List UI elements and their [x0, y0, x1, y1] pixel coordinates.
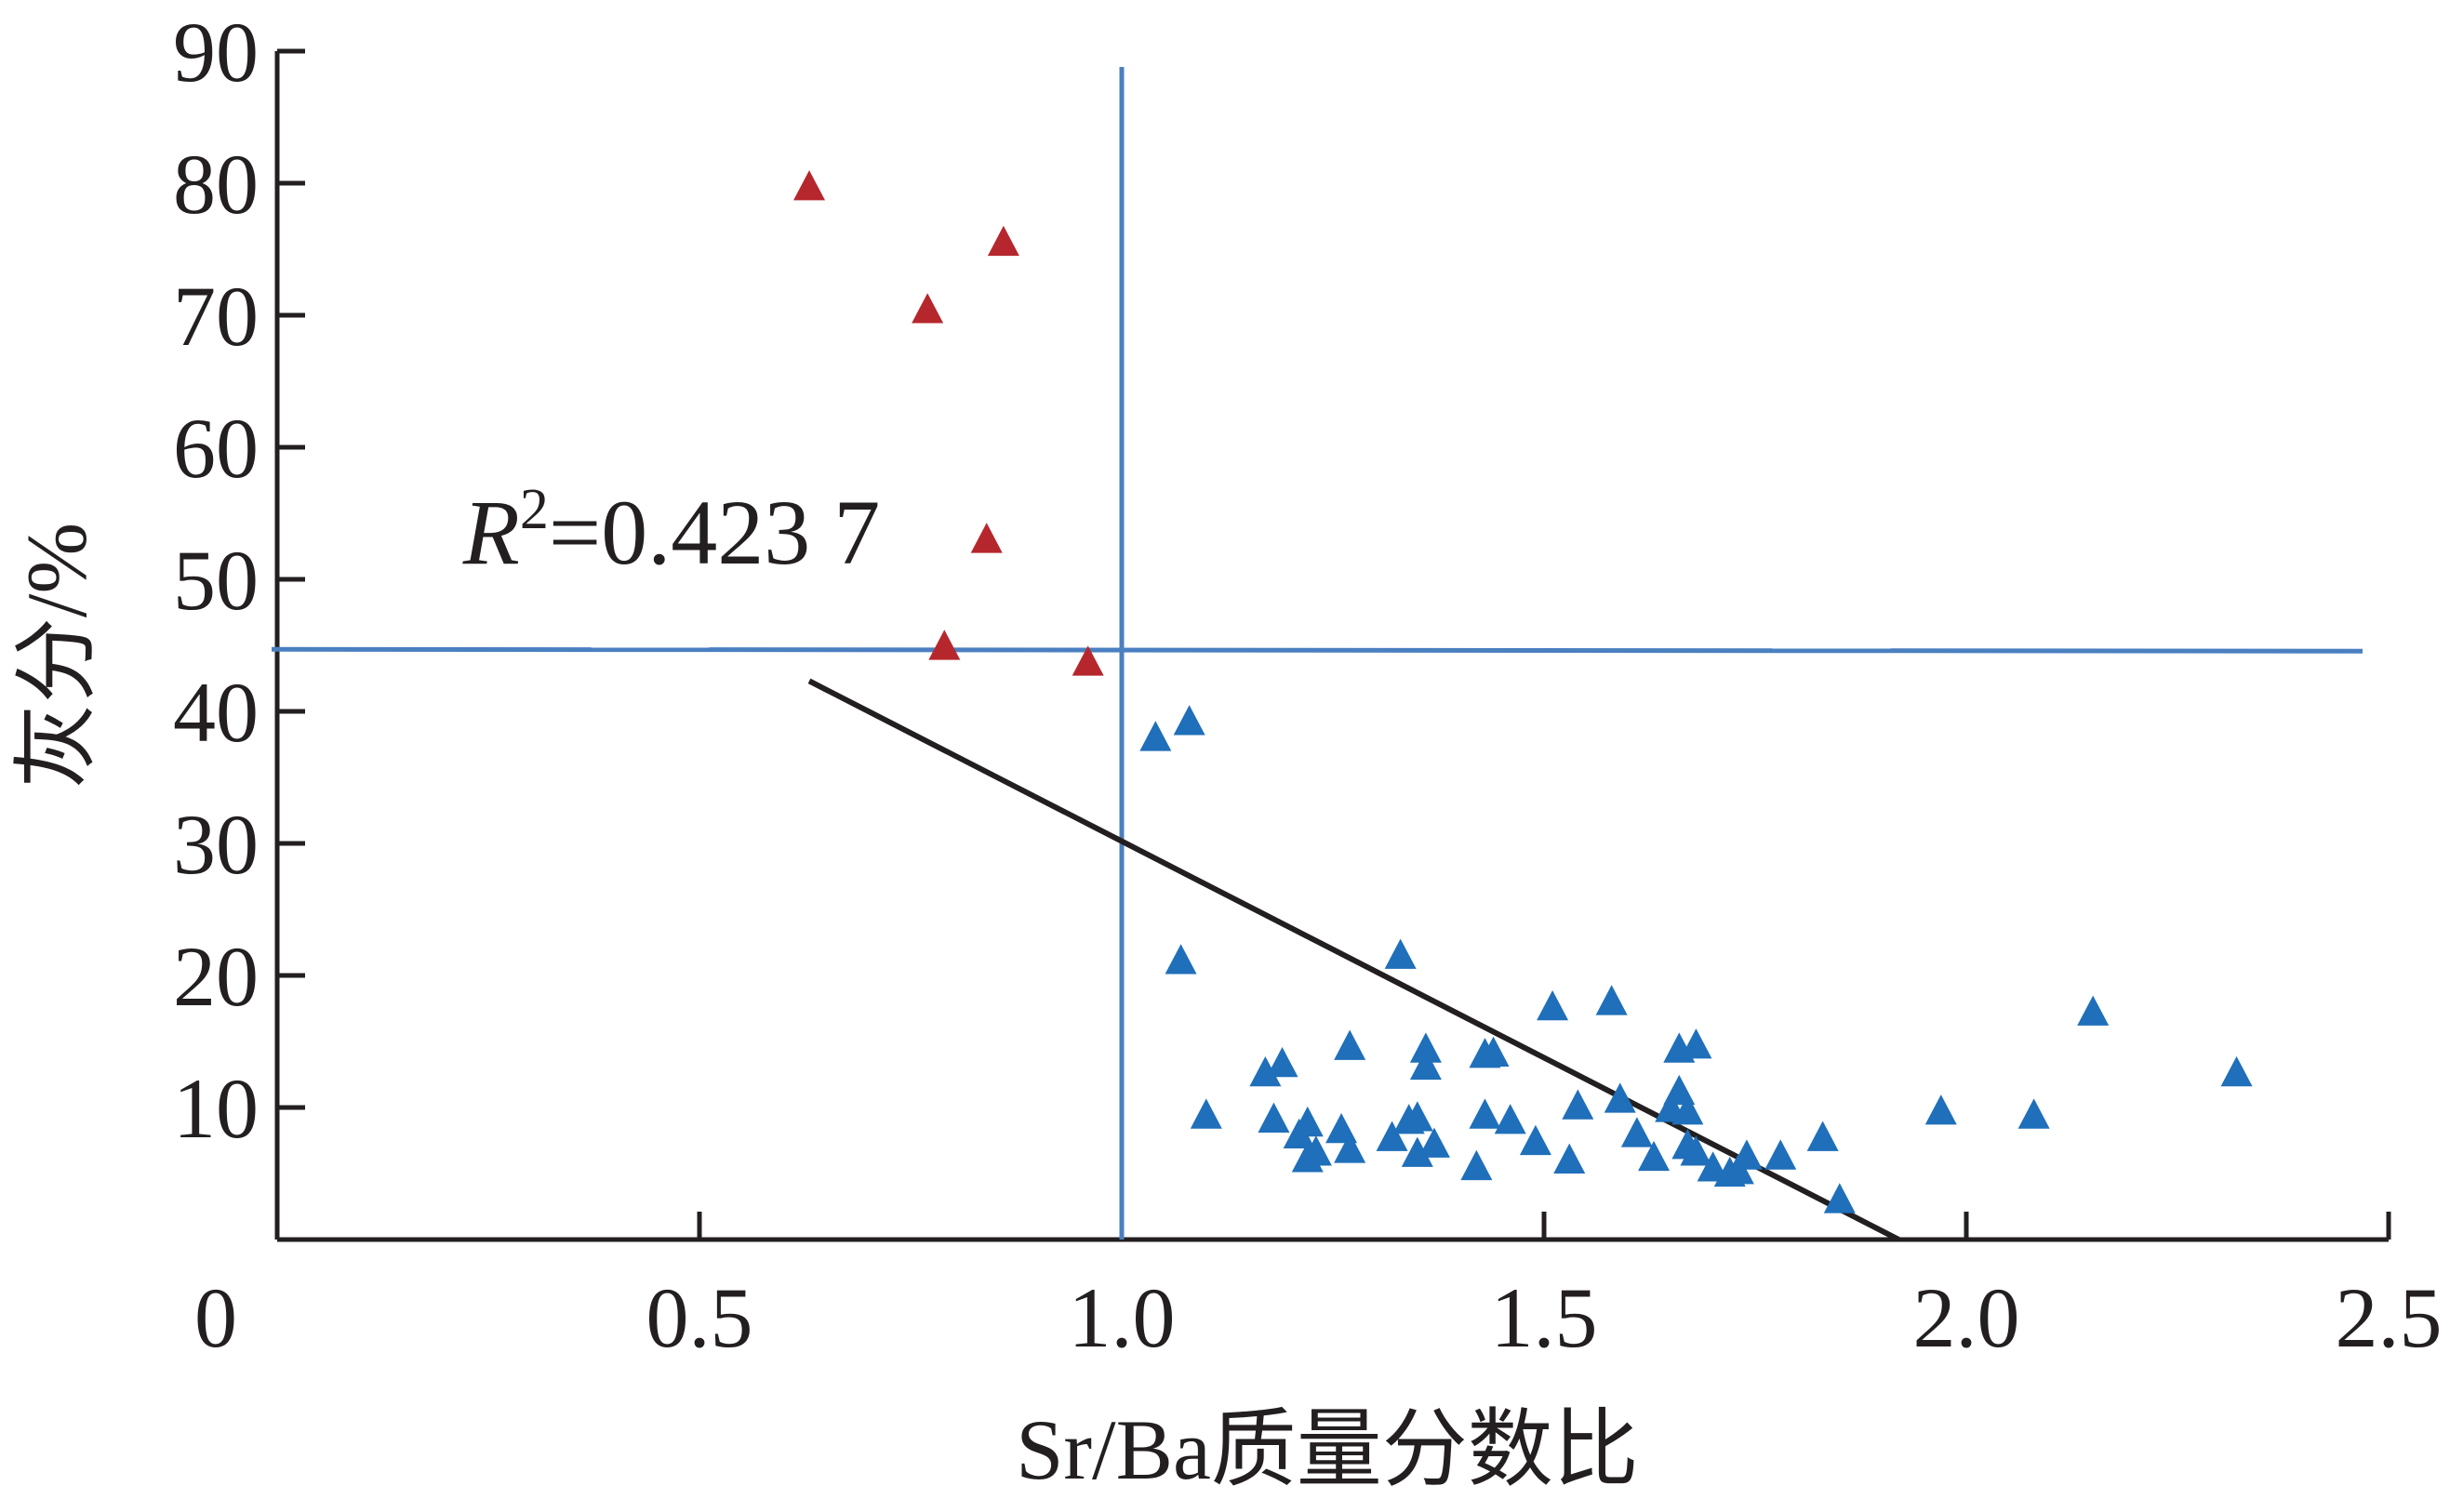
data-point-triangle [2220, 1055, 2253, 1087]
data-point-triangle [1680, 1028, 1712, 1059]
data-point-triangle [1730, 1139, 1763, 1170]
x-tick-label: 1.5 [1491, 1270, 1598, 1365]
data-point-triangle [1409, 1032, 1442, 1063]
tick-labels: 10 20 30 40 50 60 70 80 90 0 0.5 1.0 1.5 2.0 2.5 [173, 5, 2443, 1365]
data-point-triangle [970, 523, 1003, 553]
y-tick-label: 40 [173, 665, 259, 760]
data-point-triangle [1671, 1094, 1704, 1125]
data-point-triangle [1291, 1106, 1324, 1137]
data-point-triangle [1190, 1098, 1222, 1129]
y-tick-label: 50 [173, 533, 259, 628]
axes [274, 48, 2391, 1242]
data-point-triangle [1334, 1029, 1366, 1060]
y-tick-label: 80 [173, 137, 259, 232]
data-point-triangle [1595, 985, 1628, 1015]
y-tick-label: 70 [173, 269, 259, 364]
x-tick-label: 2.0 [1913, 1270, 2020, 1365]
data-points [793, 170, 2253, 1214]
horizontal-reference-line [271, 646, 2363, 654]
data-point-triangle [1334, 1133, 1366, 1163]
data-point-triangle [1258, 1102, 1290, 1133]
y-tick-label: 60 [173, 401, 259, 496]
data-point-triangle [1562, 1089, 1594, 1120]
data-point-triangle [1376, 1121, 1408, 1151]
r-superscript: 2 [520, 478, 549, 541]
x-tick-label: 0 [194, 1270, 237, 1365]
data-point-triangle [2017, 1098, 2050, 1129]
data-point-triangle [1553, 1143, 1586, 1174]
data-point-triangle [1620, 1117, 1653, 1147]
data-point-triangle [1460, 1149, 1493, 1181]
data-point-triangle [1165, 944, 1197, 975]
data-point-triangle [1299, 1135, 1332, 1166]
x-tick-label: 1.0 [1069, 1270, 1176, 1365]
fit-line-group [807, 678, 1900, 1242]
x-axis-title: Sr/Ba质量分数比 [1016, 1402, 1639, 1497]
y-tick-label: 30 [173, 797, 259, 892]
data-point-triangle [1477, 1036, 1510, 1067]
r-value: =0.423 7 [549, 481, 880, 584]
data-point-triangle [1604, 1082, 1636, 1113]
data-point-triangle [1924, 1094, 1957, 1125]
y-tick-label: 10 [173, 1061, 259, 1156]
fit-line [807, 678, 1900, 1242]
data-point-triangle [1384, 938, 1417, 969]
reference-lines [271, 67, 2363, 1240]
data-point-triangle [1249, 1055, 1282, 1087]
y-tick-label: 90 [173, 5, 259, 99]
y-axis-title: 灰分/% [9, 523, 104, 789]
data-point-triangle [1680, 1135, 1712, 1166]
data-point-triangle [1764, 1139, 1797, 1170]
data-point-triangle [1494, 1104, 1526, 1134]
r-symbol: R [462, 481, 520, 584]
data-point-triangle [987, 225, 1019, 257]
data-point-triangle [1401, 1101, 1433, 1132]
data-point-triangle [1469, 1098, 1501, 1129]
r-squared-annotation: R2=0.423 7 [462, 478, 881, 584]
x-tick-label: 0.5 [646, 1270, 753, 1365]
data-point-triangle [1072, 645, 1104, 676]
data-point-triangle [1519, 1124, 1551, 1156]
data-point-triangle [1139, 721, 1172, 751]
data-point-triangle [1401, 1136, 1433, 1167]
data-point-triangle [1266, 1047, 1298, 1078]
data-point-triangle [1409, 1049, 1442, 1081]
data-point-triangle [1537, 989, 1569, 1021]
data-point-triangle [2077, 995, 2110, 1026]
data-point-triangle [928, 630, 961, 660]
data-point-triangle [1418, 1127, 1450, 1158]
y-tick-label: 20 [173, 929, 259, 1024]
data-point-triangle [1806, 1121, 1839, 1151]
data-point-triangle [1823, 1183, 1856, 1214]
data-point-triangle [1173, 705, 1205, 736]
x-tick-label: 2.5 [2336, 1270, 2443, 1365]
data-point-triangle [1638, 1140, 1671, 1172]
data-point-triangle [912, 293, 944, 324]
data-point-triangle [793, 170, 826, 201]
